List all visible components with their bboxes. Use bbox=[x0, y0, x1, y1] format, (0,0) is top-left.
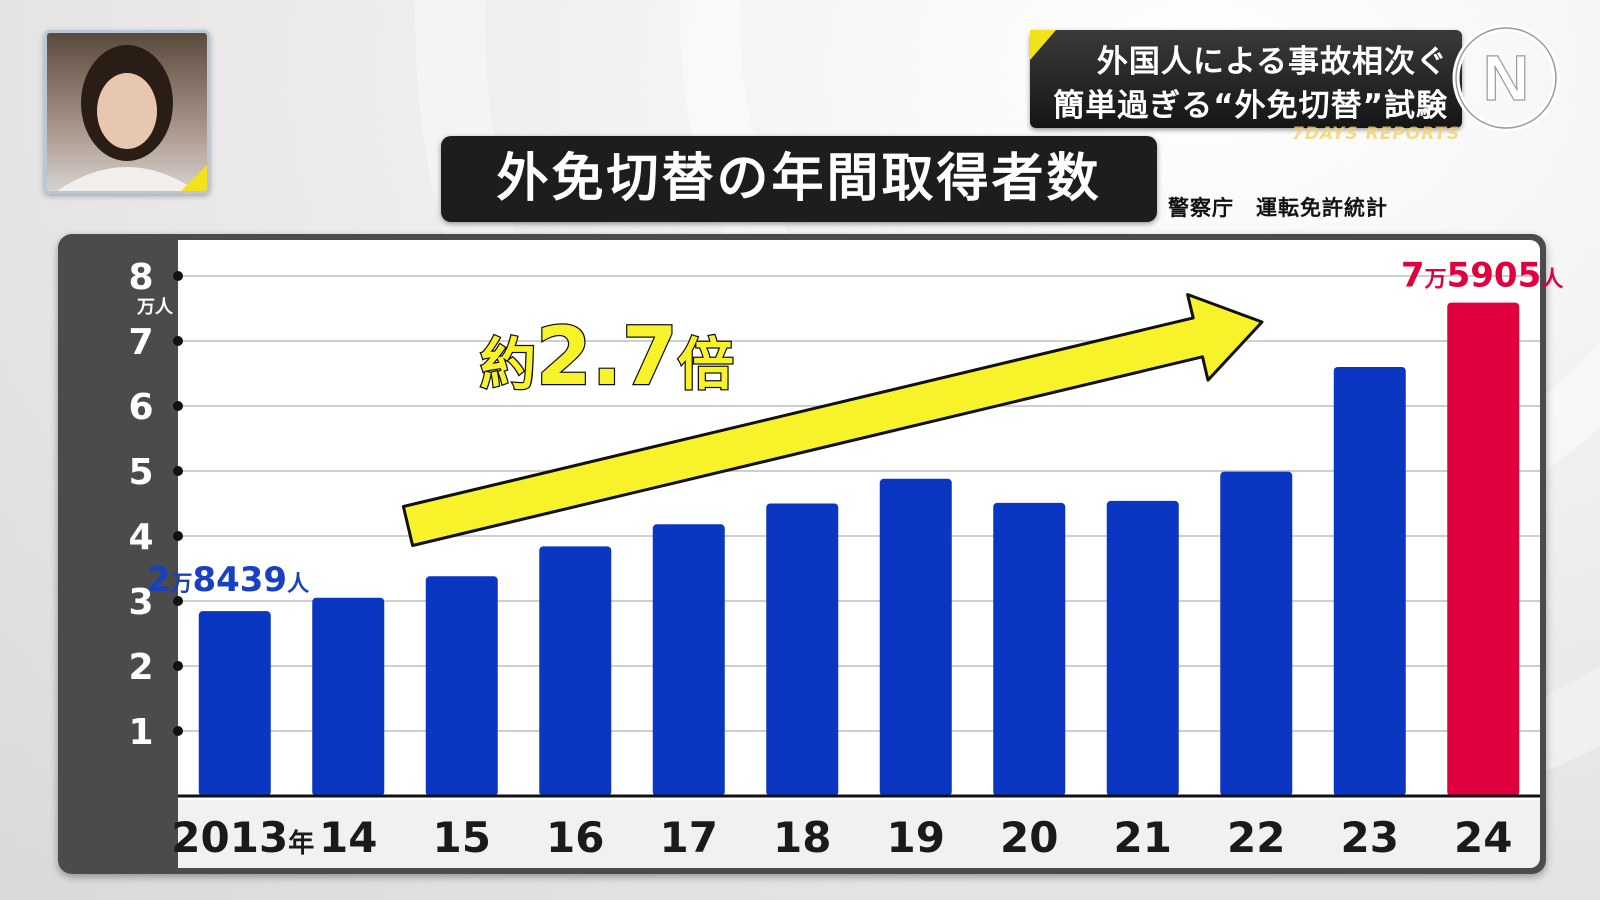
x-tick-label: 24 bbox=[1454, 813, 1512, 862]
y-tick-label: 1 bbox=[128, 712, 153, 753]
y-unit-label: 万人 bbox=[136, 297, 174, 318]
x-tick-label: 19 bbox=[887, 813, 945, 862]
x-axis-strip bbox=[178, 800, 1540, 868]
y-tick-mark bbox=[173, 271, 183, 281]
y-tick-label: 4 bbox=[128, 517, 153, 558]
y-tick-label: 7 bbox=[128, 322, 153, 363]
y-tick-mark bbox=[173, 466, 183, 476]
y-tick-label: 5 bbox=[128, 452, 153, 493]
y-tick-mark bbox=[173, 531, 183, 541]
channel-logo-icon: N bbox=[1452, 24, 1560, 132]
data-source: 警察庁 運転免許統計 bbox=[1168, 196, 1388, 220]
bar bbox=[1447, 302, 1520, 796]
first-value-label: 2万8439人 bbox=[147, 560, 309, 600]
bar bbox=[312, 597, 385, 796]
bar bbox=[198, 611, 271, 796]
thumbnail-corner-accent bbox=[181, 165, 207, 191]
plot-area bbox=[178, 240, 1540, 800]
bar bbox=[1106, 500, 1179, 796]
y-tick-label: 8 bbox=[128, 257, 153, 298]
x-tick-label: 18 bbox=[773, 813, 831, 862]
y-tick-label: 6 bbox=[128, 387, 153, 428]
x-tick-label: 17 bbox=[660, 813, 718, 862]
bar bbox=[879, 478, 952, 796]
y-tick-mark bbox=[173, 661, 183, 671]
growth-arrow bbox=[401, 293, 1264, 547]
presenter-silhouette-icon bbox=[57, 45, 197, 191]
presenter-thumbnail bbox=[44, 30, 210, 194]
bar bbox=[993, 502, 1066, 796]
bar bbox=[539, 546, 612, 796]
news-headline-box: 外国人による事故相次ぐ 簡単過ぎる“外免切替”試験 bbox=[1030, 30, 1462, 128]
x-tick-label: 23 bbox=[1341, 813, 1399, 862]
chart-title: 外免切替の年間取得者数 bbox=[441, 136, 1157, 222]
x-tick-label: 2013年 bbox=[171, 813, 314, 862]
y-tick-mark bbox=[173, 596, 183, 606]
x-tick-label: 15 bbox=[433, 813, 491, 862]
bar bbox=[425, 576, 498, 796]
y-tick-mark bbox=[173, 401, 183, 411]
bar bbox=[1220, 471, 1293, 796]
y-tick-mark bbox=[173, 336, 183, 346]
growth-label: 約2.7倍 bbox=[480, 310, 734, 403]
x-tick-label: 20 bbox=[1000, 813, 1058, 862]
y-tick-label: 3 bbox=[128, 582, 153, 623]
x-tick-label: 22 bbox=[1227, 813, 1285, 862]
bar bbox=[766, 503, 839, 796]
y-tick-mark bbox=[173, 726, 183, 736]
logo-letter: N bbox=[1483, 42, 1529, 114]
x-tick-label: 14 bbox=[319, 813, 377, 862]
headline-line-1: 外国人による事故相次ぐ bbox=[1096, 44, 1448, 80]
x-tick-label: 21 bbox=[1114, 813, 1172, 862]
bar bbox=[1333, 367, 1406, 796]
last-value-label: 7万5905人 bbox=[1401, 256, 1563, 296]
headline-accent bbox=[1030, 30, 1056, 60]
x-tick-label: 16 bbox=[546, 813, 604, 862]
headline-line-2: 簡単過ぎる“外免切替”試験 bbox=[1053, 88, 1448, 124]
y-tick-label: 2 bbox=[128, 647, 153, 688]
bar bbox=[652, 524, 725, 796]
program-label: 7DAYS REPORTS bbox=[1292, 124, 1461, 144]
